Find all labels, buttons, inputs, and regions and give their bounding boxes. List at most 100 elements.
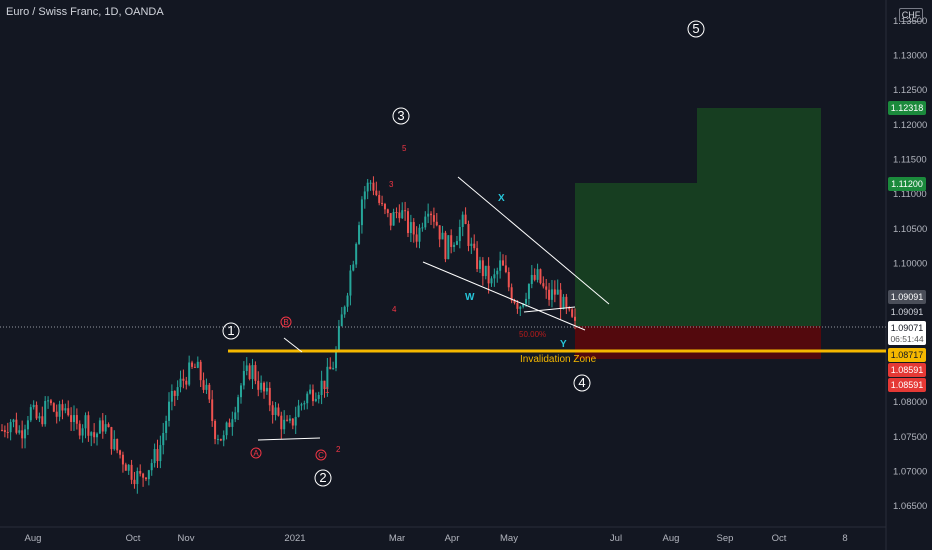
- candle-body: [332, 368, 335, 370]
- wave-x-label[interactable]: X: [498, 193, 505, 204]
- wave-4-label[interactable]: 4: [573, 374, 591, 392]
- candle-body: [366, 182, 369, 192]
- candle-body: [513, 300, 516, 303]
- wave-3-label[interactable]: 3: [392, 107, 410, 125]
- minor-wave-3-label[interactable]: 3: [389, 180, 394, 189]
- candle-body: [363, 191, 366, 200]
- candle-body: [139, 471, 142, 474]
- candle-body: [159, 445, 162, 462]
- candle-body: [21, 430, 24, 439]
- candle-body: [202, 380, 205, 390]
- candle-body: [335, 350, 338, 369]
- candle-body: [375, 190, 378, 196]
- candle-body: [427, 213, 430, 217]
- candle-body: [306, 393, 309, 404]
- candle-body: [245, 365, 248, 371]
- price-tick-label: 1.12000: [893, 120, 927, 131]
- target-zone-lower[interactable]: [575, 183, 697, 326]
- candle-body: [378, 195, 381, 203]
- price-tick-label: 1.12500: [893, 85, 927, 96]
- candle-body: [29, 407, 32, 421]
- candle-body: [41, 416, 44, 425]
- time-tick-label: Sep: [717, 533, 734, 544]
- wave-a-label[interactable]: A: [250, 447, 262, 459]
- wave-1-label[interactable]: 1: [222, 322, 240, 340]
- price-tick-label: 1.13000: [893, 50, 927, 61]
- candle-body: [432, 215, 435, 222]
- abc-base-line[interactable]: [257, 437, 321, 441]
- candle-body: [173, 390, 176, 396]
- candle-body: [493, 274, 496, 279]
- candle-body: [476, 248, 479, 269]
- price-tick-label: 1.06500: [893, 501, 927, 512]
- candle-body: [300, 404, 303, 406]
- wedge-upper-line[interactable]: [457, 176, 610, 305]
- candle-body: [211, 399, 214, 421]
- candle-body: [467, 224, 470, 246]
- candle-body: [191, 362, 194, 367]
- price-badge-value: 1.09091: [891, 292, 924, 302]
- candle-body: [67, 408, 70, 416]
- candle-body: [133, 479, 136, 485]
- minor-wave-2-label[interactable]: 2: [336, 445, 341, 454]
- svg-text:4: 4: [578, 375, 585, 390]
- candle-body: [78, 423, 81, 436]
- svg-text:B: B: [283, 318, 288, 327]
- candle-body: [358, 225, 361, 244]
- wave-w-label[interactable]: W: [465, 292, 475, 303]
- price-badge: [888, 305, 926, 319]
- candle-body: [150, 463, 153, 471]
- price-badge-value: 1.11200: [891, 179, 923, 189]
- minor-wave-5-label[interactable]: 5: [402, 144, 407, 153]
- candle-body: [214, 420, 217, 440]
- candle-body: [478, 260, 481, 269]
- wave-b-label[interactable]: B: [280, 316, 292, 328]
- minor-wave-4-label[interactable]: 4: [392, 305, 397, 314]
- minor-wave-1-label[interactable]: 1: [325, 386, 330, 395]
- candle-body: [404, 210, 407, 212]
- candle-body: [455, 241, 458, 245]
- candle-body: [52, 403, 55, 412]
- candle-body: [372, 182, 375, 191]
- candle-body: [44, 400, 47, 425]
- candle-body: [24, 429, 27, 439]
- candle-body: [441, 232, 444, 240]
- candle-body: [182, 378, 185, 381]
- candle-body: [136, 471, 139, 485]
- candle-body: [352, 264, 355, 271]
- candle-body: [55, 411, 58, 417]
- price-badge: [888, 290, 926, 304]
- candle-body: [280, 415, 283, 430]
- abc-top-line[interactable]: [283, 337, 303, 353]
- wave-2-label[interactable]: 2: [314, 469, 332, 487]
- target-zone-upper[interactable]: [697, 108, 821, 326]
- wedge-lower-line[interactable]: [422, 261, 586, 331]
- candle-body: [237, 397, 240, 413]
- candle-body: [228, 422, 231, 427]
- fib-level-label: 50.00%: [519, 330, 546, 339]
- candle-body: [490, 278, 493, 284]
- candle-body: [222, 435, 225, 441]
- wave-y-label[interactable]: Y: [560, 339, 567, 350]
- wedge-inner-line[interactable]: [523, 306, 576, 313]
- time-axis[interactable]: Aug Oct Nov 2021 Mar Apr May Jul Aug Sep Oct 8: [25, 533, 848, 544]
- candle-body: [545, 286, 548, 290]
- candle-body: [548, 289, 551, 300]
- currency-badge[interactable]: CHF: [899, 8, 923, 22]
- candle-body: [499, 260, 502, 271]
- wave-5-label[interactable]: 5: [687, 20, 705, 38]
- candle-body: [179, 378, 182, 388]
- wave-c-label[interactable]: C: [315, 449, 327, 461]
- price-axis[interactable]: 1.13500 1.13000 1.12500 1.12000 1.11500 1.110…: [893, 16, 927, 512]
- stop-zone[interactable]: [575, 326, 821, 359]
- candle-body: [317, 394, 320, 399]
- price-badge-value: 1.08591: [891, 380, 924, 390]
- price-tick-label: 1.11500: [893, 154, 927, 165]
- candle-body: [309, 389, 312, 394]
- candle-body: [542, 283, 545, 287]
- candle-body: [12, 419, 15, 423]
- candle-body: [107, 424, 110, 428]
- svg-text:3: 3: [397, 108, 404, 123]
- candle-body: [297, 405, 300, 417]
